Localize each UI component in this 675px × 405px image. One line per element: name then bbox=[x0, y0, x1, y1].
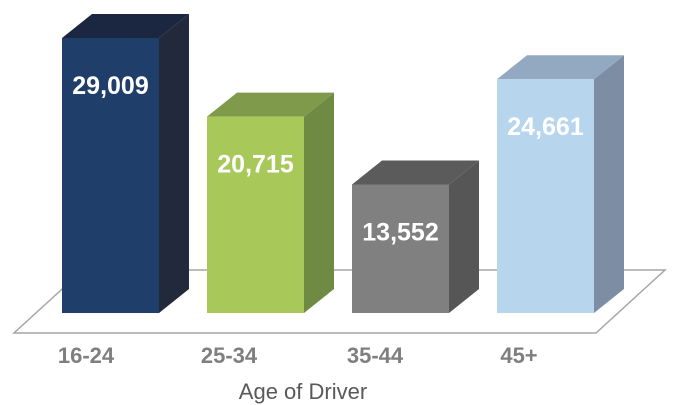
bar-top-face bbox=[352, 160, 479, 185]
x-tick-label: 16-24 bbox=[58, 343, 115, 368]
bar-side-face bbox=[594, 55, 624, 314]
data-label: 29,009 bbox=[72, 72, 148, 100]
bar-top-face bbox=[62, 14, 189, 38]
bar-top-face bbox=[497, 55, 624, 80]
bar-front-face bbox=[352, 184, 449, 313]
bar-side-face bbox=[159, 14, 189, 313]
data-label: 13,552 bbox=[362, 219, 438, 247]
x-axis-ticks: 16-24 25-34 35-44 45+ bbox=[58, 343, 538, 368]
x-tick-label: 35-44 bbox=[347, 343, 404, 368]
bar-35-44: 13,552 bbox=[352, 160, 479, 313]
bar-side-face bbox=[304, 92, 334, 313]
bar-front-face bbox=[207, 116, 304, 313]
bar-16-24: 29,009 bbox=[62, 14, 189, 313]
bar-45+: 24,661 bbox=[497, 55, 624, 314]
bar-side-face bbox=[449, 160, 479, 313]
bar-top-face bbox=[207, 92, 334, 117]
x-axis-title: Age of Driver bbox=[239, 379, 367, 404]
bar-25-34: 20,715 bbox=[207, 92, 334, 313]
bars-group: 29,009 20,715 13,552 24,661 bbox=[62, 14, 624, 314]
x-tick-label: 25-34 bbox=[201, 343, 258, 368]
data-label: 20,715 bbox=[217, 151, 294, 179]
bar-front-face bbox=[497, 79, 594, 314]
x-tick-label: 45+ bbox=[500, 343, 537, 368]
bar-front-face bbox=[62, 38, 159, 313]
data-label: 24,661 bbox=[507, 113, 584, 141]
